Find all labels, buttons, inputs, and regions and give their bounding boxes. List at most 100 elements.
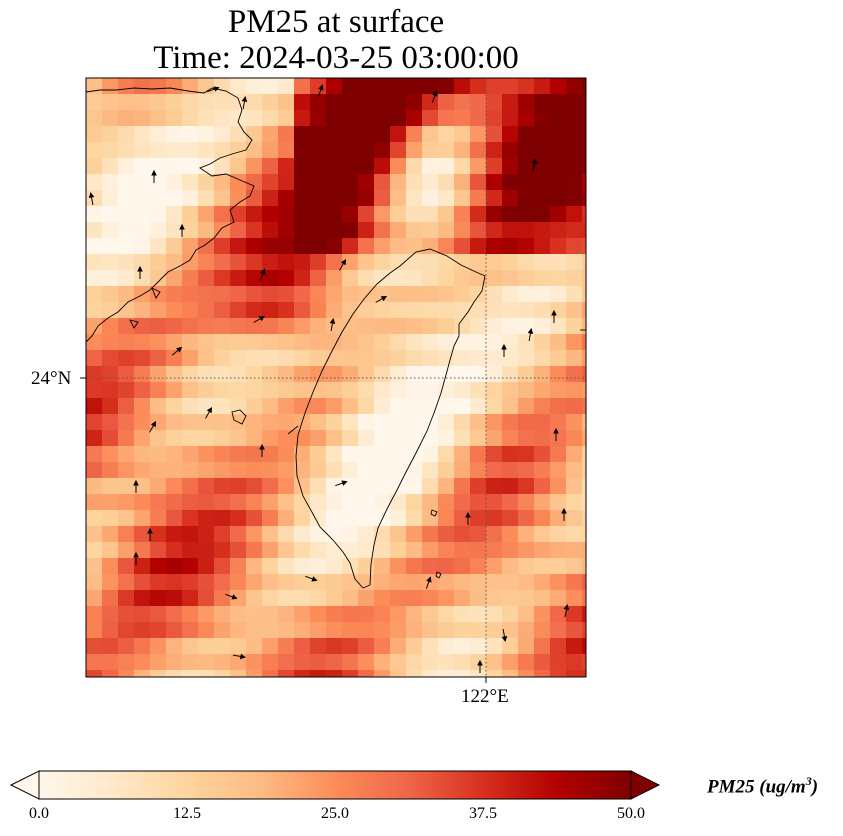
island-small-1 <box>287 425 299 435</box>
field-cell <box>278 238 295 255</box>
field-cell <box>150 302 167 319</box>
field-cell <box>294 542 311 559</box>
field-cell <box>166 286 183 303</box>
field-cell <box>182 510 199 527</box>
field-cell <box>182 238 199 255</box>
field-cell <box>374 398 391 415</box>
field-cell <box>566 366 583 383</box>
field-cell <box>550 174 567 191</box>
field-cell <box>454 142 471 159</box>
field-cell <box>310 270 327 287</box>
field-cell <box>438 110 455 127</box>
field-cell <box>438 510 455 527</box>
field-cell <box>102 270 119 287</box>
field-cell <box>198 334 215 351</box>
field-cell <box>534 654 551 671</box>
field-cell <box>102 542 119 559</box>
field-cell <box>582 158 586 175</box>
field-cell <box>118 638 135 655</box>
field-cell <box>262 222 279 239</box>
field-cell <box>166 142 183 159</box>
field-cell <box>262 78 279 95</box>
field-cell <box>310 478 327 495</box>
field-cell <box>358 446 375 463</box>
field-cell <box>326 446 343 463</box>
field-cell <box>310 558 327 575</box>
field-cell <box>86 110 103 127</box>
field-cell <box>582 142 586 159</box>
field-cell <box>422 430 439 447</box>
field-cell <box>118 670 135 677</box>
field-cell <box>518 142 535 159</box>
field-cell <box>246 494 263 511</box>
field-cell <box>534 286 551 303</box>
field-cell <box>486 334 503 351</box>
field-cell <box>294 574 311 591</box>
field-cell <box>342 446 359 463</box>
field-cell <box>582 350 586 367</box>
field-cell <box>294 430 311 447</box>
field-cell <box>486 318 503 335</box>
field-cell <box>102 494 119 511</box>
field-cell <box>454 174 471 191</box>
field-cell <box>118 366 135 383</box>
field-cell <box>326 558 343 575</box>
field-cell <box>438 350 455 367</box>
field-cell <box>454 222 471 239</box>
field-cell <box>214 302 231 319</box>
field-cell <box>150 110 167 127</box>
field-cell <box>278 302 295 319</box>
field-cell <box>182 334 199 351</box>
field-cell <box>390 382 407 399</box>
field-cell <box>470 158 487 175</box>
field-cell <box>310 142 327 159</box>
field-cell <box>150 654 167 671</box>
field-cell <box>278 350 295 367</box>
field-cell <box>134 574 151 591</box>
field-cell <box>134 270 151 287</box>
field-cell <box>278 94 295 111</box>
field-cell <box>166 238 183 255</box>
field-cell <box>486 462 503 479</box>
field-cell <box>518 670 535 677</box>
field-cell <box>502 478 519 495</box>
field-cell <box>470 446 487 463</box>
field-cell <box>550 398 567 415</box>
wind-arrow <box>88 192 95 206</box>
field-cell <box>86 654 103 671</box>
field-cell <box>534 366 551 383</box>
field-cell <box>438 254 455 271</box>
field-cell <box>534 430 551 447</box>
field-cell <box>246 126 263 143</box>
field-cell <box>262 238 279 255</box>
field-cell <box>358 366 375 383</box>
field-cell <box>198 398 215 415</box>
field-cell <box>118 94 135 111</box>
field-cell <box>374 94 391 111</box>
field-cell <box>486 510 503 527</box>
field-cell <box>198 142 215 159</box>
field-cell <box>374 542 391 559</box>
field-cell <box>502 334 519 351</box>
field-cell <box>134 430 151 447</box>
field-cell <box>566 174 583 191</box>
field-cell <box>406 526 423 543</box>
field-cell <box>566 574 583 591</box>
colorbar-label: PM25 (ug/m3) <box>707 774 819 798</box>
field-cell <box>310 574 327 591</box>
field-cell <box>102 638 119 655</box>
field-cell <box>326 398 343 415</box>
field-cell <box>566 478 583 495</box>
field-cell <box>390 606 407 623</box>
field-cell <box>438 142 455 159</box>
field-cell <box>150 414 167 431</box>
field-cell <box>406 606 423 623</box>
field-cell <box>326 110 343 127</box>
field-cell <box>518 414 535 431</box>
wind-arrow <box>171 346 183 356</box>
field-cell <box>118 446 135 463</box>
field-cell <box>502 254 519 271</box>
field-cell <box>454 638 471 655</box>
field-cell <box>230 494 247 511</box>
field-cell <box>470 654 487 671</box>
